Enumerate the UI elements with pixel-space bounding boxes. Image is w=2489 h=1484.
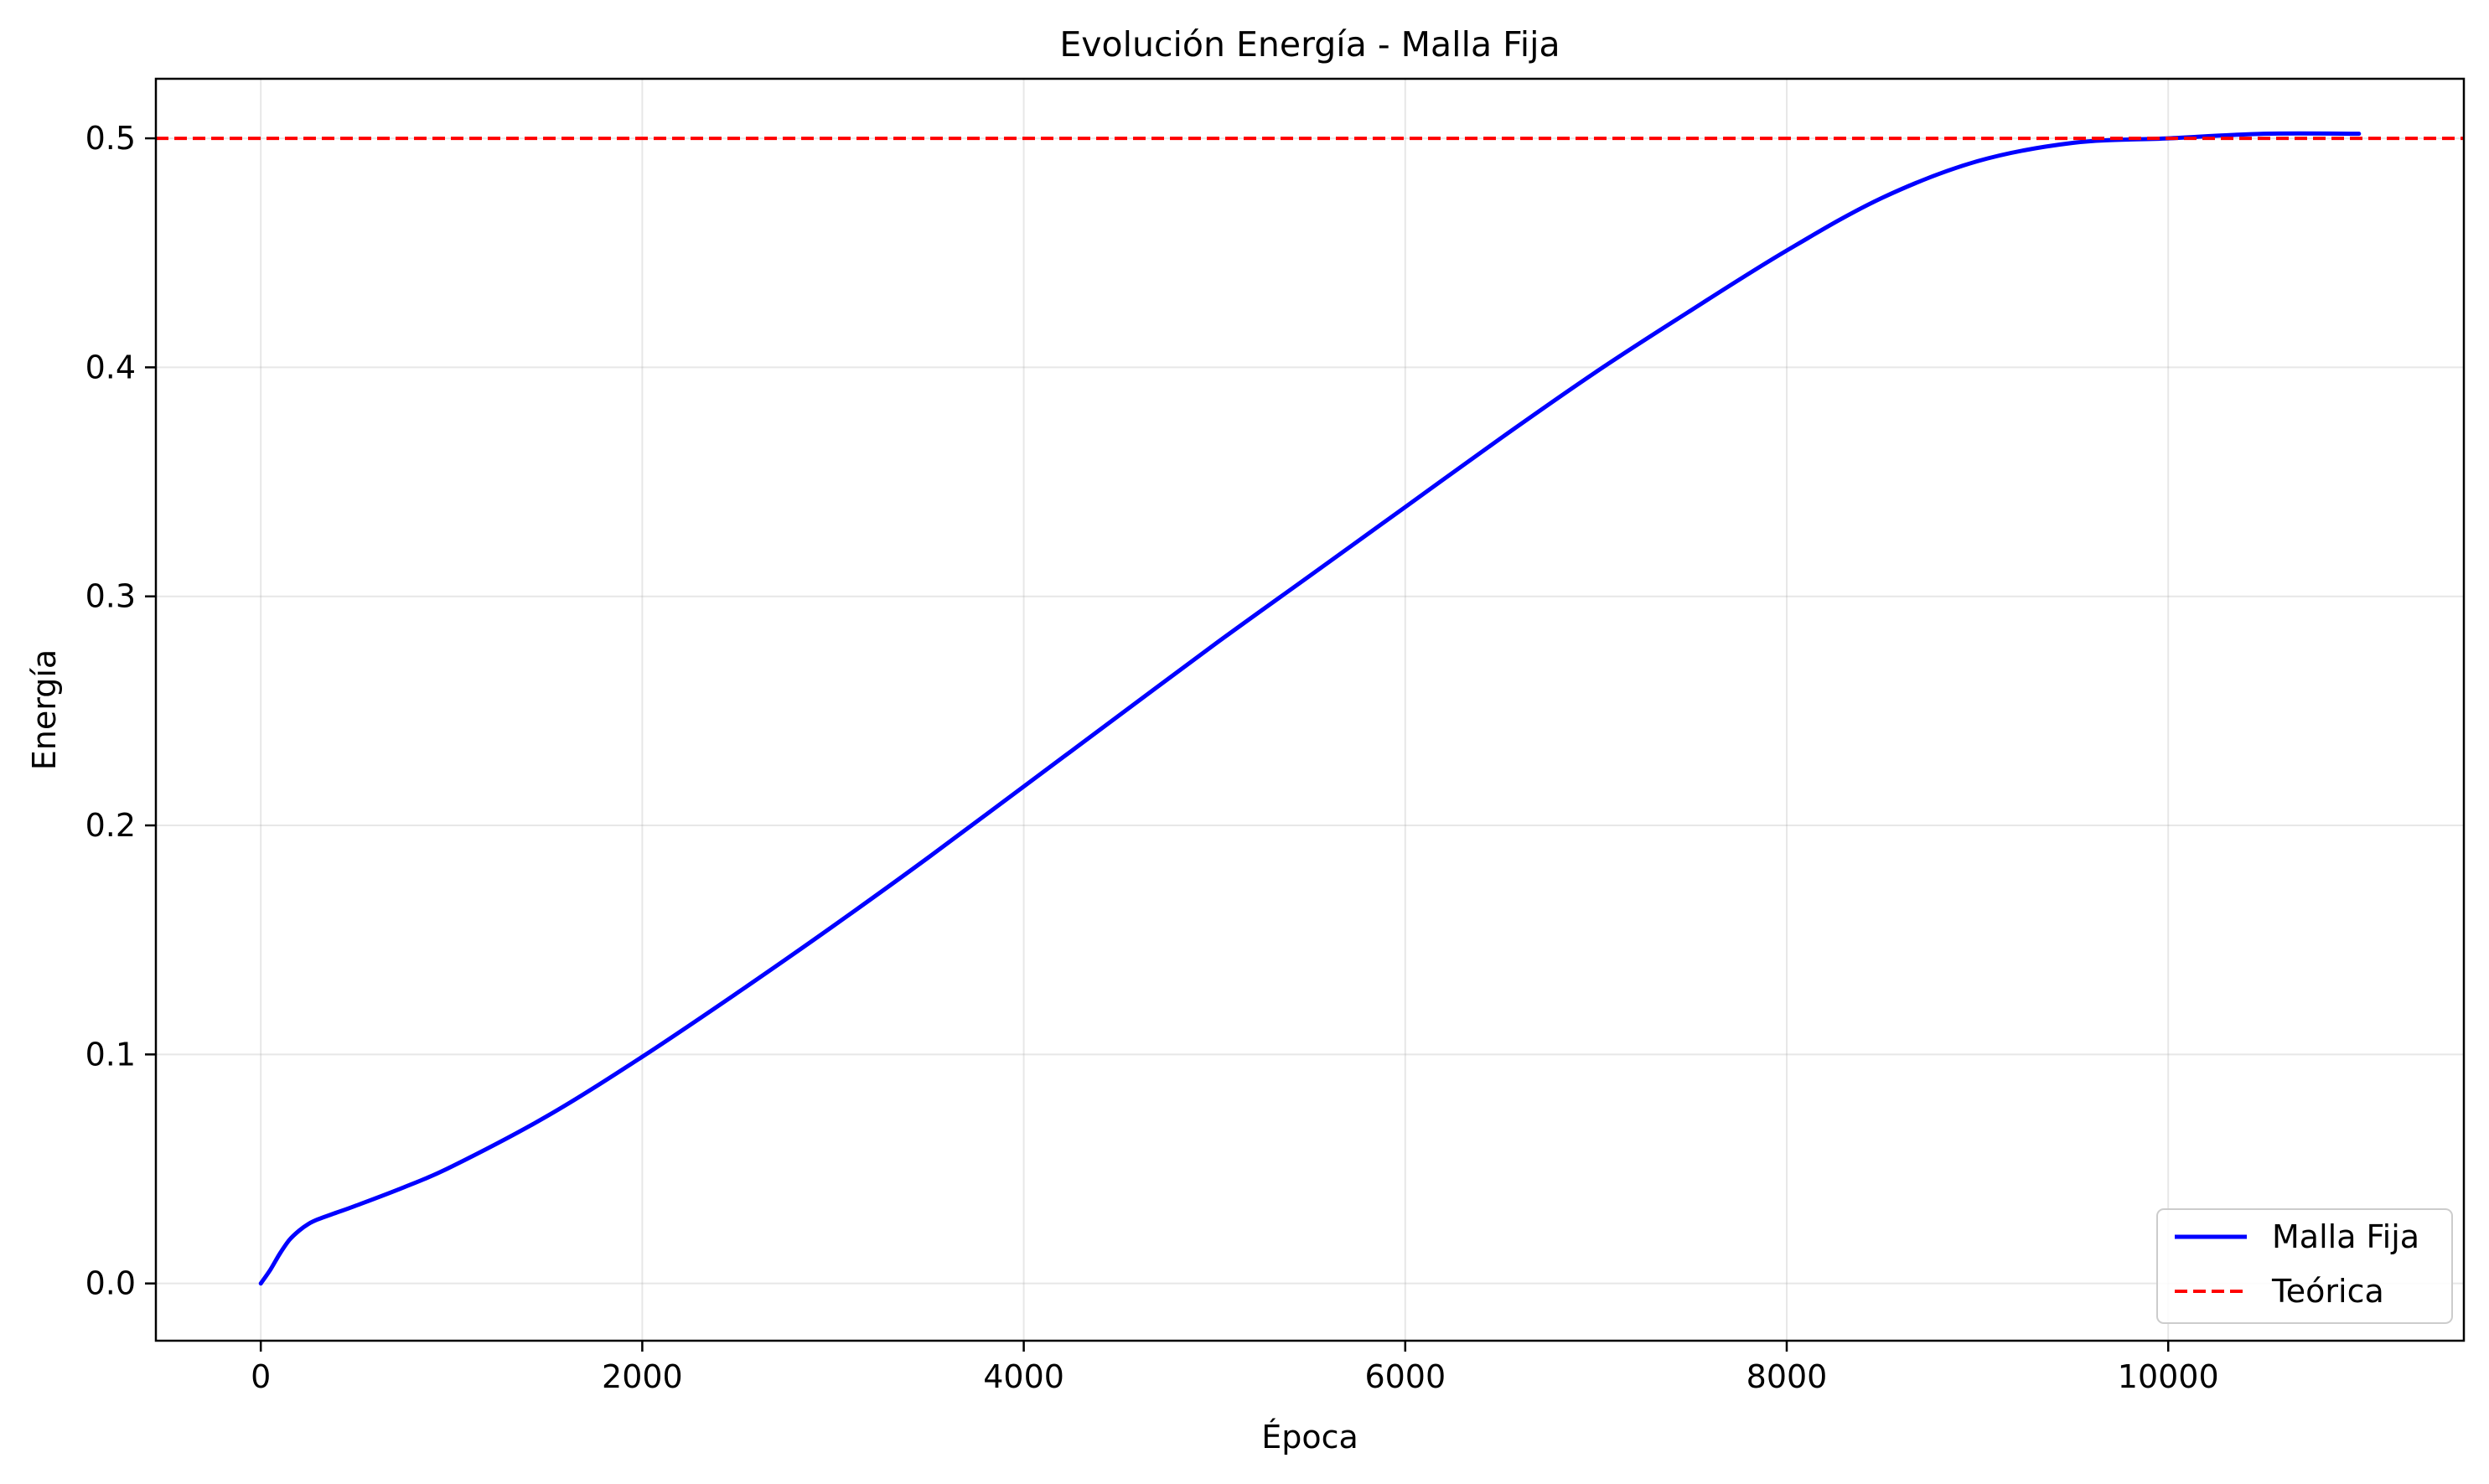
series-line-malla-fija bbox=[258, 131, 2362, 1286]
y-tick-label: 0.3 bbox=[85, 578, 136, 615]
x-tick-label: 2000 bbox=[602, 1358, 683, 1395]
x-tick-label: 8000 bbox=[1746, 1358, 1828, 1395]
y-tick-label: 0.0 bbox=[85, 1265, 136, 1302]
y-axis-label: Energía bbox=[26, 649, 63, 770]
x-tick-label: 6000 bbox=[1364, 1358, 1446, 1395]
grid-layer bbox=[156, 79, 2464, 1341]
y-tick-label: 0.4 bbox=[85, 349, 136, 385]
y-tick-label: 0.5 bbox=[85, 120, 136, 157]
ticks-layer: 0 2000 4000 6000 8000 10000 0.0 0.1 0.2 0.3 0.4 0.5 bbox=[85, 120, 2219, 1395]
x-axis-label: Época bbox=[1261, 1419, 1358, 1456]
legend: Malla Fija Teórica bbox=[2156, 1208, 2453, 1324]
y-tick-label: 0.2 bbox=[85, 807, 136, 844]
x-tick-label: 4000 bbox=[983, 1358, 1064, 1395]
chart-title: Evolución Energía - Malla Fija bbox=[1059, 24, 1560, 65]
y-tick-label: 0.1 bbox=[85, 1036, 136, 1073]
legend-label-malla-fija: Malla Fija bbox=[2272, 1218, 2419, 1255]
plot-frame bbox=[154, 77, 2466, 1342]
series-layer bbox=[156, 131, 2464, 1286]
x-tick-label: 0 bbox=[251, 1358, 271, 1395]
legend-label-teorica: Teórica bbox=[2271, 1273, 2384, 1310]
x-tick-label: 10000 bbox=[2118, 1358, 2219, 1395]
